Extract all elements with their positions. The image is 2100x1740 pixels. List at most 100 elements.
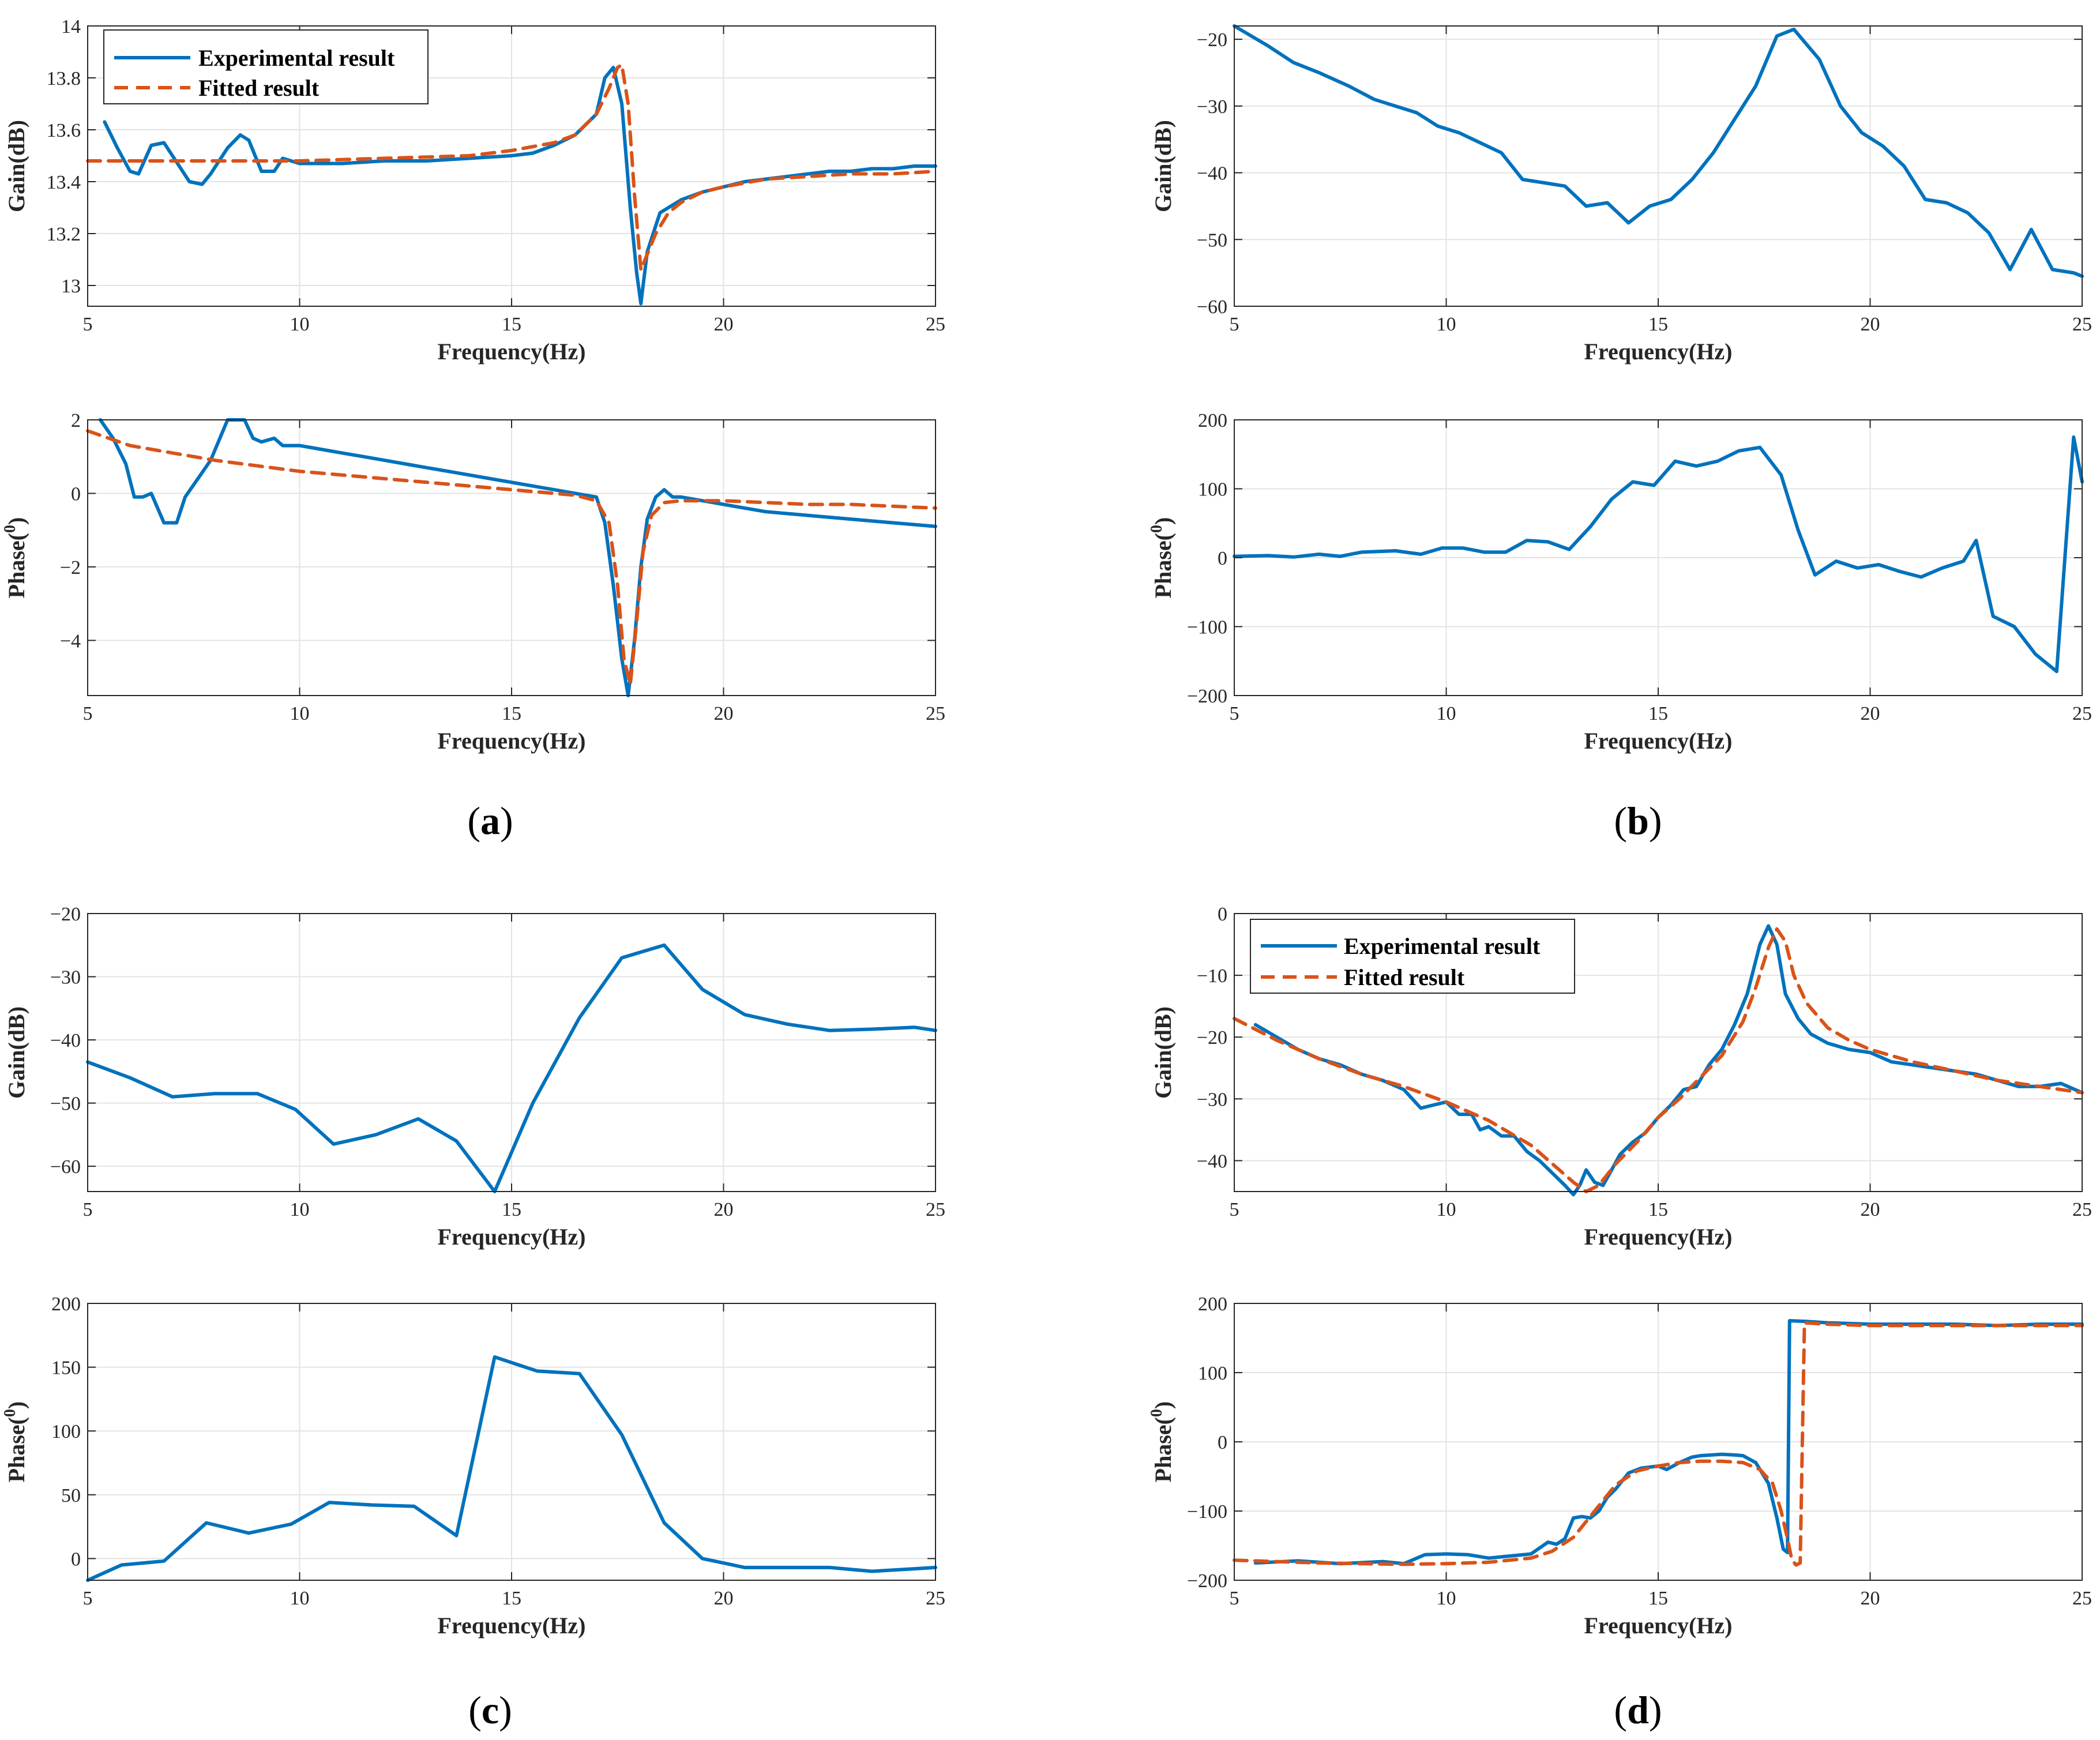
paren: ) xyxy=(3,517,29,525)
chart-d-phase: 5 10 15 20 25 −200 −100 0 100 200 Frequency(Hz) Pha… xyxy=(1148,1294,2092,1638)
paren: ) xyxy=(1150,517,1176,525)
chart-a-gain: 5 10 15 20 25 13 13.2 13.4 13.6 13.8 14 Frequency(H… xyxy=(3,16,945,364)
x-axis-label: Frequency(Hz) xyxy=(438,728,586,754)
y-tick-label: 200 xyxy=(1198,410,1227,431)
y-tick-label: −30 xyxy=(1197,1089,1227,1110)
x-tick-label: 10 xyxy=(290,314,310,335)
y-tick-label: −40 xyxy=(1197,1151,1227,1172)
x-tick-label: 15 xyxy=(502,1588,521,1609)
y-tick-label: 0 xyxy=(1218,1432,1227,1453)
x-tick-label: 5 xyxy=(83,314,93,335)
legend-label-fitted: Fitted result xyxy=(1344,964,1465,990)
paren: ) xyxy=(1150,1401,1176,1409)
x-tick-label: 25 xyxy=(2072,314,2092,335)
x-tick-label: 20 xyxy=(1861,1199,1880,1220)
y-axis-label: Phase(0) xyxy=(1148,1401,1176,1483)
y-tick-label: 13.2 xyxy=(47,224,81,245)
panel-label-d: (d) xyxy=(1614,1688,1662,1732)
x-tick-label: 5 xyxy=(83,1199,93,1220)
y-axis-label: Gain(dB) xyxy=(3,120,29,212)
y-tick-label: 13.6 xyxy=(47,120,81,141)
x-tick-label: 15 xyxy=(1648,1199,1668,1220)
x-tick-label: 15 xyxy=(1648,314,1668,335)
x-tick-label: 25 xyxy=(926,314,945,335)
y-axis-label: Phase(0) xyxy=(1,1401,29,1483)
y-tick-label: −2 xyxy=(60,557,81,578)
x-tick-label: 20 xyxy=(714,703,734,724)
chart-b-gain: 5 10 15 20 25 −60 −50 −40 −30 −20 Frequency(Hz) Gai… xyxy=(1150,24,2092,364)
x-tick-label: 20 xyxy=(1861,1588,1880,1609)
legend-panel-a: Experimental result Fitted result xyxy=(103,29,429,104)
x-tick-label: 15 xyxy=(1648,703,1668,724)
y-tick-label: 100 xyxy=(1198,1363,1227,1384)
x-tick-label: 15 xyxy=(502,703,521,724)
experimental-series-line xyxy=(1253,1319,2084,1566)
legend-box xyxy=(103,29,429,104)
y-tick-label: −20 xyxy=(1197,1027,1227,1048)
superscript: 0 xyxy=(1,525,19,533)
y-tick-label: −30 xyxy=(50,967,81,989)
x-tick-label: 20 xyxy=(714,314,734,335)
chart-c-gain: 5 10 15 20 25 −60 −50 −40 −30 −20 Frequency(Hz) Gai… xyxy=(3,904,945,1250)
y-tick-label: 14 xyxy=(61,16,81,37)
panel-label-c: (c) xyxy=(468,1688,512,1732)
y-tick-label: −20 xyxy=(1197,29,1227,51)
x-axis-label: Frequency(Hz) xyxy=(1584,1224,1733,1250)
y-tick-label: −40 xyxy=(1197,163,1227,185)
grid xyxy=(88,420,936,696)
y-tick-label: 0 xyxy=(71,483,81,505)
x-tick-label: 5 xyxy=(1230,314,1239,335)
x-tick-label: 15 xyxy=(502,1199,521,1220)
y-tick-label: −10 xyxy=(1197,965,1227,987)
fitted-series-line xyxy=(1233,1321,2084,1567)
panel-label-b: (b) xyxy=(1614,799,1662,843)
y-tick-label: 2 xyxy=(71,410,81,431)
y-tick-label: −50 xyxy=(1197,230,1227,251)
x-tick-label: 20 xyxy=(714,1199,734,1220)
fitted-series-line xyxy=(1233,927,2084,1193)
experimental-series-line xyxy=(1233,24,2084,278)
x-tick-label: 20 xyxy=(1861,314,1880,335)
x-tick-label: 5 xyxy=(83,1588,93,1609)
legend-box xyxy=(1250,919,1575,994)
y-tick-label: −60 xyxy=(1197,296,1227,318)
y-tick-label: −60 xyxy=(50,1156,81,1178)
y-tick-label: −100 xyxy=(1187,617,1227,638)
experimental-series-line xyxy=(86,943,937,1193)
chart-a-phase: 5 10 15 20 25 −4 −2 0 2 Frequency(Hz) Phase(0) xyxy=(1,410,945,754)
y-tick-label: 13.4 xyxy=(47,172,81,193)
x-axis-label: Frequency(Hz) xyxy=(1584,728,1733,754)
x-axis-label: Frequency(Hz) xyxy=(438,339,586,364)
y-tick-label: −30 xyxy=(1197,96,1227,118)
x-tick-label: 25 xyxy=(2072,1199,2092,1220)
x-tick-label: 15 xyxy=(502,314,521,335)
fitted-series-line xyxy=(86,63,937,272)
fitted-series-line xyxy=(86,429,937,686)
y-tick-label: 200 xyxy=(51,1294,81,1315)
paren: ) xyxy=(3,1401,29,1409)
chart-c-phase: 5 10 15 20 25 0 50 100 150 200 Frequency(Hz) Phase(… xyxy=(1,1294,945,1638)
x-tick-label: 25 xyxy=(2072,703,2092,724)
x-axis-label: Frequency(Hz) xyxy=(438,1613,586,1638)
grid xyxy=(88,1303,936,1580)
x-axis-label: Frequency(Hz) xyxy=(438,1224,586,1250)
chart-b-phase: 5 10 15 20 25 −200 −100 0 100 200 Frequency(Hz) Pha… xyxy=(1148,410,2092,754)
y-tick-label: −100 xyxy=(1187,1501,1227,1523)
x-tick-label: 5 xyxy=(1230,1199,1239,1220)
x-tick-label: 10 xyxy=(1437,1199,1456,1220)
x-tick-label: 25 xyxy=(926,1588,945,1609)
y-tick-label: 13 xyxy=(61,276,81,297)
x-axis-label: Frequency(Hz) xyxy=(1584,1613,1733,1638)
x-tick-label: 5 xyxy=(83,703,93,724)
y-tick-label: 0 xyxy=(1218,904,1227,925)
y-tick-label: −200 xyxy=(1187,1570,1227,1592)
y-tick-label: −50 xyxy=(50,1093,81,1115)
y-axis-label: Gain(dB) xyxy=(3,1006,29,1099)
y-tick-label: −4 xyxy=(60,630,81,652)
y-axis-label: Phase(0) xyxy=(1,517,29,599)
x-tick-label: 25 xyxy=(926,703,945,724)
superscript: 0 xyxy=(1,1409,19,1417)
legend-label-experimental: Experimental result xyxy=(198,45,395,71)
experimental-series-line xyxy=(99,418,937,697)
